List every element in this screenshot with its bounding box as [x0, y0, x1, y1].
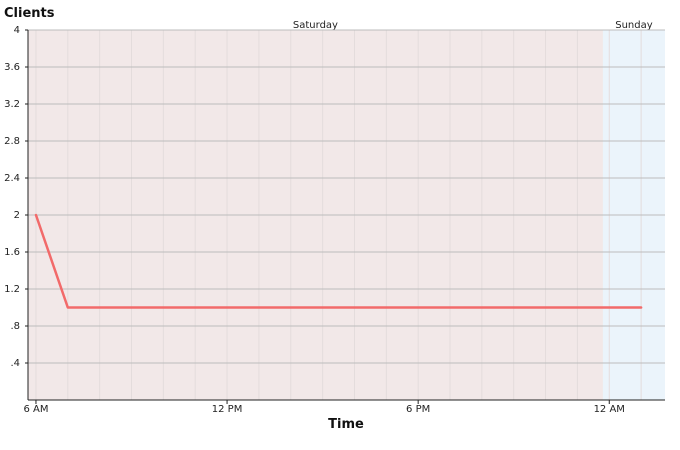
x-tick-label: 6 AM: [23, 404, 48, 415]
y-tick-label: 2.8: [4, 136, 20, 147]
band-label-saturday: Saturday: [293, 20, 338, 31]
x-tick-label: 12 AM: [594, 404, 625, 415]
horizontal-gridlines: [28, 29, 665, 364]
y-tick-label: 4: [14, 25, 20, 36]
x-axis-title: Time: [328, 417, 364, 432]
series-layer: [34, 213, 643, 309]
y-tick-label: 3.2: [4, 99, 20, 110]
y-tick-label: .8: [10, 321, 20, 332]
x-tick-label: 12 PM: [212, 404, 243, 415]
x-tick-label: 6 PM: [406, 404, 430, 415]
y-axis-title: Clients: [4, 6, 55, 21]
y-tick-label: 1.2: [4, 284, 20, 295]
y-tick-label: 2.4: [4, 173, 20, 184]
band-label-sunday: Sunday: [615, 20, 652, 31]
day-bands: Saturday Sunday: [28, 20, 665, 400]
x-axis-ticks: 6 AM 12 PM 6 PM 12 AM: [23, 400, 625, 415]
y-tick-label: 1.6: [4, 247, 20, 258]
series-line: [34, 213, 643, 309]
y-tick-label: 3.6: [4, 62, 20, 73]
y-tick-label: 2: [14, 210, 20, 221]
y-tick-label: .4: [10, 358, 20, 369]
